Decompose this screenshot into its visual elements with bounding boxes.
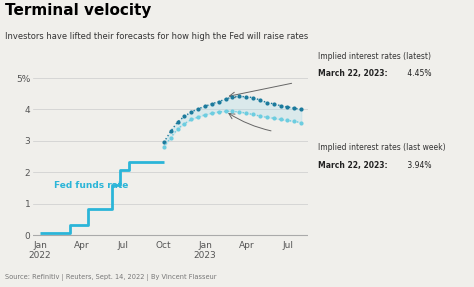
Text: March 22, 2023:: March 22, 2023:: [318, 69, 387, 78]
Text: 4.45%: 4.45%: [405, 69, 432, 78]
Text: Fed funds rate: Fed funds rate: [54, 181, 128, 189]
Text: 3.94%: 3.94%: [405, 161, 432, 170]
Text: Investors have lifted their forecasts for how high the Fed will raise rates: Investors have lifted their forecasts fo…: [5, 32, 308, 40]
Text: Implied interest rates (latest): Implied interest rates (latest): [318, 52, 430, 61]
Text: Implied interest rates (last week): Implied interest rates (last week): [318, 144, 445, 152]
Text: Source: Refinitiv | Reuters, Sept. 14, 2022 | By Vincent Flasseur: Source: Refinitiv | Reuters, Sept. 14, 2…: [5, 274, 216, 281]
Text: Terminal velocity: Terminal velocity: [5, 3, 151, 18]
Text: March 22, 2023:: March 22, 2023:: [318, 161, 387, 170]
